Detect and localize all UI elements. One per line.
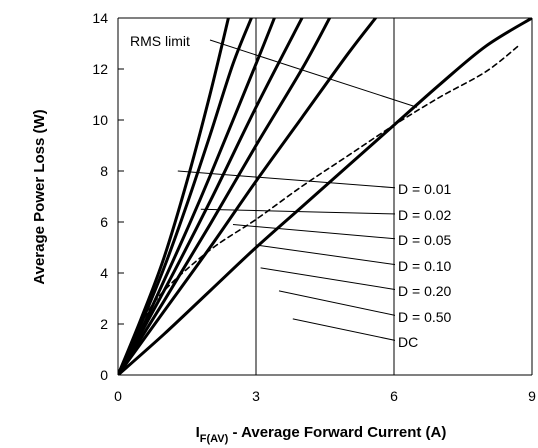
label-backdrop-7 (395, 333, 429, 351)
curve-label-0: RMS limit (130, 33, 190, 49)
label-backdrop-4 (395, 257, 471, 275)
series-line-6 (118, 18, 532, 375)
x-tick-label: 6 (390, 388, 398, 404)
label-backdrop-1 (395, 180, 471, 198)
y-tick-label: 8 (100, 163, 108, 179)
x-axis-label-subscript: F(AV) (200, 433, 229, 445)
y-tick-label: 4 (100, 265, 108, 281)
leader-line-1 (177, 170, 399, 189)
curve-label-3: D = 0.05 (398, 232, 452, 248)
grid-layer (117, 17, 533, 376)
leader-line-4 (255, 244, 399, 266)
label-backdrop-0 (127, 32, 207, 50)
x-axis-label: IF(AV) - Average Forward Current (A) (196, 424, 447, 445)
x-tick-label: 9 (528, 388, 536, 404)
y-tick-label: 6 (100, 214, 108, 230)
y-tick-label: 2 (100, 316, 108, 332)
label-backdrop-3 (395, 231, 471, 249)
leader-line-6 (278, 290, 399, 317)
leader-layer (177, 39, 418, 342)
leader-line-2 (200, 208, 399, 215)
leader-line-5 (260, 267, 399, 291)
rms-limit-line (118, 45, 519, 375)
y-tick-label: 14 (92, 10, 108, 26)
tick-layer: 0 2 4 6 8 10 12 14 0 3 6 9 (92, 10, 536, 404)
x-axis-label-symbol: I (196, 424, 200, 441)
curve-label-1: D = 0.01 (398, 181, 452, 197)
x-axis-label-text: - Average Forward Current (A) (228, 424, 446, 441)
leader-line-3 (232, 224, 399, 240)
series-line-5 (118, 18, 378, 375)
curve-label-5: D = 0.20 (398, 283, 452, 299)
y-tick-label: 12 (92, 61, 108, 77)
x-tick-label: 0 (114, 388, 122, 404)
label-backdrop-6 (395, 308, 471, 326)
label-backdrop-5 (395, 282, 471, 300)
y-axis-label: Average Power Loss (W) (31, 109, 48, 284)
y-tick-label: 10 (92, 112, 108, 128)
annotation-layer: RMS limit D = 0.01 D = 0.02 D = 0.05 D = 0.1… (127, 32, 471, 351)
curve-label-4: D = 0.10 (398, 258, 452, 274)
curve-label-6: D = 0.50 (398, 309, 452, 325)
leader-line-7 (292, 318, 399, 342)
y-tick-label: 0 (100, 367, 108, 383)
series-line-1 (118, 18, 253, 375)
curve-label-7: DC (398, 334, 418, 350)
x-tick-label: 3 (252, 388, 260, 404)
series-line-0 (118, 18, 230, 375)
curve-layer (118, 18, 532, 375)
series-line-3 (118, 18, 304, 375)
series-line-4 (118, 18, 332, 375)
curve-label-2: D = 0.02 (398, 207, 452, 223)
label-backdrop-2 (395, 206, 471, 224)
leader-line-0 (209, 39, 418, 108)
